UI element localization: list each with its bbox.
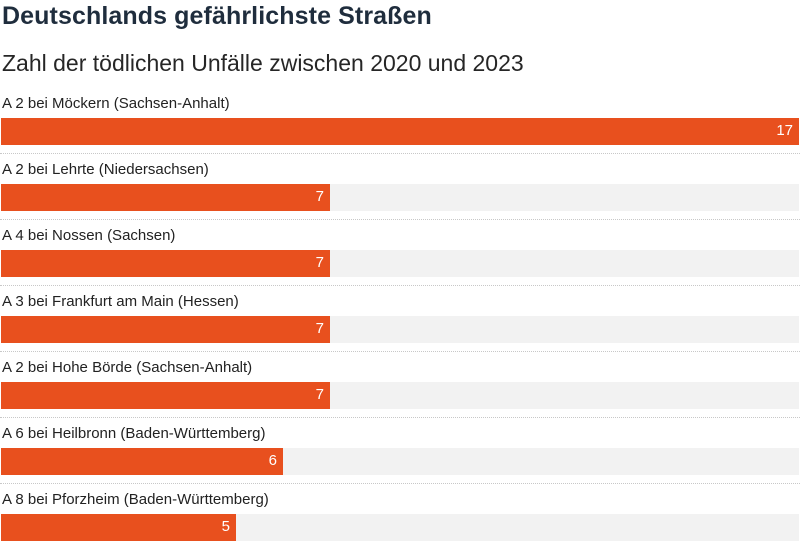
bar-value-label: 7 [315, 320, 324, 337]
bar-value-label: 5 [221, 518, 230, 535]
bar-row: A 8 bei Pforzheim (Baden-Württemberg) 5 [0, 486, 800, 552]
row-separator [0, 483, 800, 484]
bar-rows: A 2 bei Möckern (Sachsen-Anhalt) 17 A 2 be… [0, 90, 800, 552]
bar-track: 7 [1, 250, 799, 277]
row-separator [0, 219, 800, 220]
category-label: A 2 bei Hohe Börde (Sachsen-Anhalt) [2, 359, 253, 376]
bar-track: 5 [1, 514, 799, 541]
bar-track: 6 [1, 448, 799, 475]
chart-title: Deutschlands gefährlichste Straßen [2, 2, 432, 30]
bar-value-label: 7 [315, 386, 324, 403]
category-label: A 2 bei Lehrte (Niedersachsen) [2, 161, 209, 178]
bar-row: A 2 bei Möckern (Sachsen-Anhalt) 17 [0, 90, 800, 156]
bar: 6 [1, 448, 283, 475]
row-separator [0, 351, 800, 352]
bar: 5 [1, 514, 236, 541]
bar-value-label: 7 [315, 188, 324, 205]
bar: 7 [1, 316, 330, 343]
bar-row: A 2 bei Lehrte (Niedersachsen) 7 [0, 156, 800, 222]
row-separator [0, 153, 800, 154]
category-label: A 4 bei Nossen (Sachsen) [2, 227, 176, 244]
bar-track: 7 [1, 184, 799, 211]
bar-value-label: 17 [776, 122, 793, 139]
bar-row: A 3 bei Frankfurt am Main (Hessen) 7 [0, 288, 800, 354]
bar-row: A 6 bei Heilbronn (Baden-Württemberg) 6 [0, 420, 800, 486]
bar-value-label: 7 [315, 254, 324, 271]
bar: 7 [1, 184, 330, 211]
chart-subtitle: Zahl der tödlichen Unfälle zwischen 2020… [2, 50, 524, 76]
bar-track: 7 [1, 382, 799, 409]
bar: 17 [1, 118, 799, 145]
category-label: A 3 bei Frankfurt am Main (Hessen) [2, 293, 239, 310]
row-separator [0, 285, 800, 286]
bar: 7 [1, 382, 330, 409]
category-label: A 6 bei Heilbronn (Baden-Württemberg) [2, 425, 266, 442]
category-label: A 2 bei Möckern (Sachsen-Anhalt) [2, 95, 230, 112]
bar-value-label: 6 [268, 452, 277, 469]
category-label: A 8 bei Pforzheim (Baden-Württemberg) [2, 491, 269, 508]
bar-row: A 4 bei Nossen (Sachsen) 7 [0, 222, 800, 288]
bar: 7 [1, 250, 330, 277]
row-separator [0, 417, 800, 418]
bar-track: 17 [1, 118, 799, 145]
bar-row: A 2 bei Hohe Börde (Sachsen-Anhalt) 7 [0, 354, 800, 420]
bar-track: 7 [1, 316, 799, 343]
